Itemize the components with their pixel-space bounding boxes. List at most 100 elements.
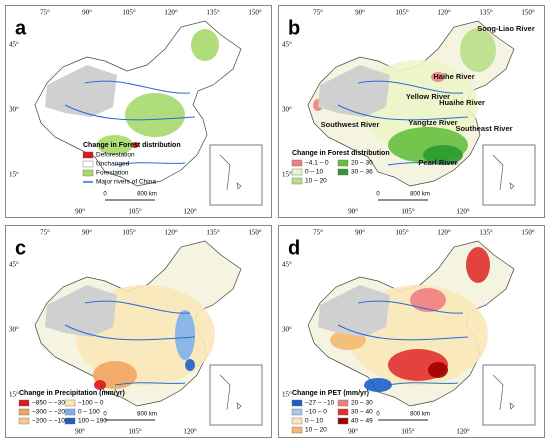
latitude-label: 45° — [9, 41, 19, 49]
longitude-label: 135° — [206, 9, 220, 17]
latitude-label: 45° — [9, 261, 19, 269]
legend-label: 0 – 100 — [78, 409, 100, 416]
legend-title: Change in Precipitation (mm/yr) — [19, 390, 125, 397]
plateau-region — [45, 285, 117, 337]
legend-label: 10 – 20 — [305, 178, 327, 185]
legend-swatch — [82, 169, 94, 177]
legend-label: 30 – 40 — [351, 409, 373, 416]
longitude-label: 105° — [395, 229, 409, 237]
region-patch — [125, 93, 185, 137]
map-panel: 75° 90° 105° 120° 135° 150° 45° 30° 15° 90° 105° 12… — [278, 5, 545, 218]
river-label: Yellow River — [406, 92, 450, 101]
longitude-label: 105° — [401, 428, 415, 436]
plateau-region — [318, 285, 390, 337]
scale-label: 0 — [103, 412, 107, 418]
map-panel: 75° 90° 105° 120° 135° 150° 45° 30° 15° 90° 105° 12… — [5, 5, 272, 218]
region-patch — [466, 247, 490, 283]
longitude-label: 90° — [355, 9, 365, 17]
latitude-label: 30° — [9, 326, 19, 334]
latitude-label: 30° — [9, 106, 19, 114]
longitude-label: 120° — [183, 208, 197, 216]
region-patch — [175, 310, 195, 360]
longitude-label: 75° — [40, 9, 50, 17]
longitude-label: 135° — [479, 229, 493, 237]
legend-swatch — [291, 408, 303, 416]
legend-label: −100 – 0 — [78, 400, 104, 407]
longitude-label: 135° — [479, 9, 493, 17]
river-label: Southeast River — [455, 124, 512, 133]
region-patch — [410, 288, 446, 312]
longitude-label: 90° — [348, 208, 358, 216]
latitude-label: 45° — [282, 261, 292, 269]
rivers — [64, 300, 196, 386]
legend-label: 30 – 36 — [351, 169, 373, 176]
legend-swatch — [337, 408, 349, 416]
legend-swatch — [18, 417, 30, 425]
legend-label: Forestation — [96, 170, 129, 177]
legend-swatch — [337, 417, 349, 425]
longitude-label: 135° — [206, 229, 220, 237]
longitude-label: 120° — [164, 9, 178, 17]
longitude-label: 120° — [437, 229, 451, 237]
longitude-label: 90° — [75, 428, 85, 436]
region-patch — [185, 359, 195, 371]
latitude-label: 15° — [282, 391, 292, 399]
scale-label: 0 — [376, 412, 380, 418]
inset-islands — [219, 374, 242, 411]
rivers — [337, 300, 469, 386]
longitude-label: 105° — [395, 9, 409, 17]
legend-swatch — [291, 159, 303, 167]
legend-swatch — [291, 177, 303, 185]
legend-swatch — [18, 408, 30, 416]
river-label: Song-Liao River — [477, 24, 535, 33]
longitude-label: 75° — [40, 229, 50, 237]
longitude-label: 90° — [355, 229, 365, 237]
scale-label: 0 — [376, 192, 380, 198]
legend-label: 0 – 10 — [305, 169, 323, 176]
region-patch — [460, 28, 496, 72]
longitude-label: 105° — [122, 9, 136, 17]
longitude-label: 150° — [248, 229, 262, 237]
legend-label: −300 – −200 — [32, 409, 69, 416]
legend-title: Change in PET (mm/yr) — [292, 390, 369, 397]
latitude-label: 45° — [282, 41, 292, 49]
inset-islands — [492, 374, 515, 411]
legend-label: −27 – −10 — [305, 400, 335, 407]
longitude-label: 150° — [248, 9, 262, 17]
region-patch — [431, 72, 445, 82]
panel-letter: b — [288, 17, 300, 39]
longitude-label: 120° — [183, 428, 197, 436]
region-patch — [428, 362, 448, 378]
rivers — [64, 80, 196, 166]
scale-label: 800 km — [137, 412, 157, 418]
legend-label: −200 – −100 — [32, 418, 69, 425]
legend-swatch — [337, 159, 349, 167]
river-label: Southwest River — [321, 120, 380, 129]
river-label: Yangtze River — [408, 118, 457, 127]
legend-label: −850 – −300 — [32, 400, 69, 407]
scale-label: 800 km — [410, 192, 430, 198]
legend-swatch — [82, 151, 94, 159]
river-label: Huaihe River — [439, 98, 485, 107]
region-patch — [97, 135, 133, 155]
latitude-label: 15° — [282, 171, 292, 179]
longitude-label: 75° — [313, 9, 323, 17]
plateau-region — [318, 65, 390, 117]
legend-title: Change in Forest distribution — [292, 150, 390, 157]
inset-box — [482, 364, 536, 426]
longitude-label: 120° — [164, 229, 178, 237]
map-panel: 75° 90° 105° 120° 135° 150° 45° 30° 15° 90° 105° 12… — [5, 225, 272, 438]
legend-swatch — [64, 417, 76, 425]
longitude-label: 150° — [521, 9, 535, 17]
latitude-label: 30° — [282, 106, 292, 114]
legend-label: 0 – 10 — [305, 418, 323, 425]
legend-label: 20 – 30 — [351, 160, 373, 167]
legend-swatch — [291, 426, 303, 434]
panel-letter: c — [15, 237, 26, 259]
legend-swatch — [291, 417, 303, 425]
region-patch — [423, 145, 463, 165]
inset-islands — [492, 154, 515, 191]
legend-swatch — [18, 399, 30, 407]
longitude-label: 120° — [456, 208, 470, 216]
plateau-region — [45, 65, 117, 117]
